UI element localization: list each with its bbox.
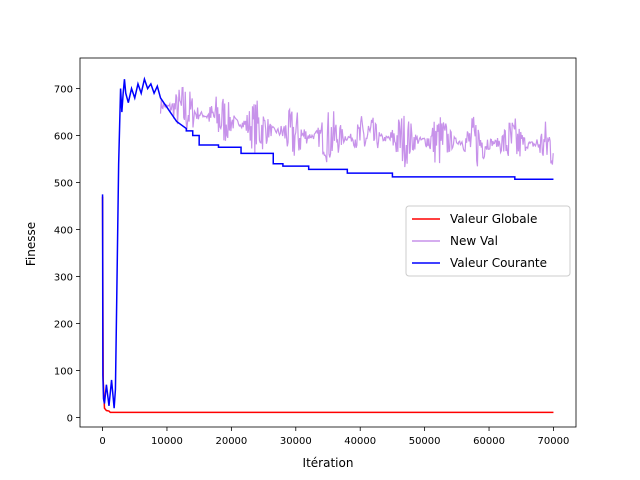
x-tick-label: 10000 bbox=[151, 436, 183, 447]
series-line-valeur-courante bbox=[101, 76, 554, 409]
y-tick-label: 300 bbox=[54, 273, 73, 284]
x-tick-label: 30000 bbox=[280, 436, 312, 447]
y-tick-label: 700 bbox=[54, 85, 73, 96]
axes: Itération Finesse 0 10000 20000 30000 40000 5… bbox=[24, 57, 577, 470]
x-tick-label: 0 bbox=[99, 436, 105, 447]
y-axis-label: Finesse bbox=[24, 222, 38, 266]
legend-box bbox=[405, 205, 571, 277]
y-tick-label: 600 bbox=[54, 132, 73, 143]
x-tick-label: 70000 bbox=[538, 436, 570, 447]
y-tick-label: 0 bbox=[67, 414, 73, 425]
y-tick-label: 500 bbox=[54, 179, 73, 190]
x-tick-label: 40000 bbox=[344, 436, 376, 447]
plot-frame bbox=[79, 57, 577, 428]
legend-label: New Val bbox=[450, 234, 498, 248]
legend: Valeur Globale New Val Valeur Courante bbox=[405, 205, 571, 277]
legend-label: Valeur Courante bbox=[450, 256, 547, 270]
x-axis-label: Itération bbox=[303, 456, 354, 470]
series-line-new-val bbox=[159, 86, 554, 168]
y-tick-label: 200 bbox=[54, 320, 73, 331]
legend-label: Valeur Globale bbox=[450, 212, 537, 226]
x-tick-label: 20000 bbox=[215, 436, 247, 447]
x-tick-label: 60000 bbox=[473, 436, 505, 447]
plot-area bbox=[101, 76, 554, 414]
x-tick-label: 50000 bbox=[409, 436, 441, 447]
y-tick-label: 100 bbox=[54, 367, 73, 378]
y-tick-label: 400 bbox=[54, 226, 73, 237]
